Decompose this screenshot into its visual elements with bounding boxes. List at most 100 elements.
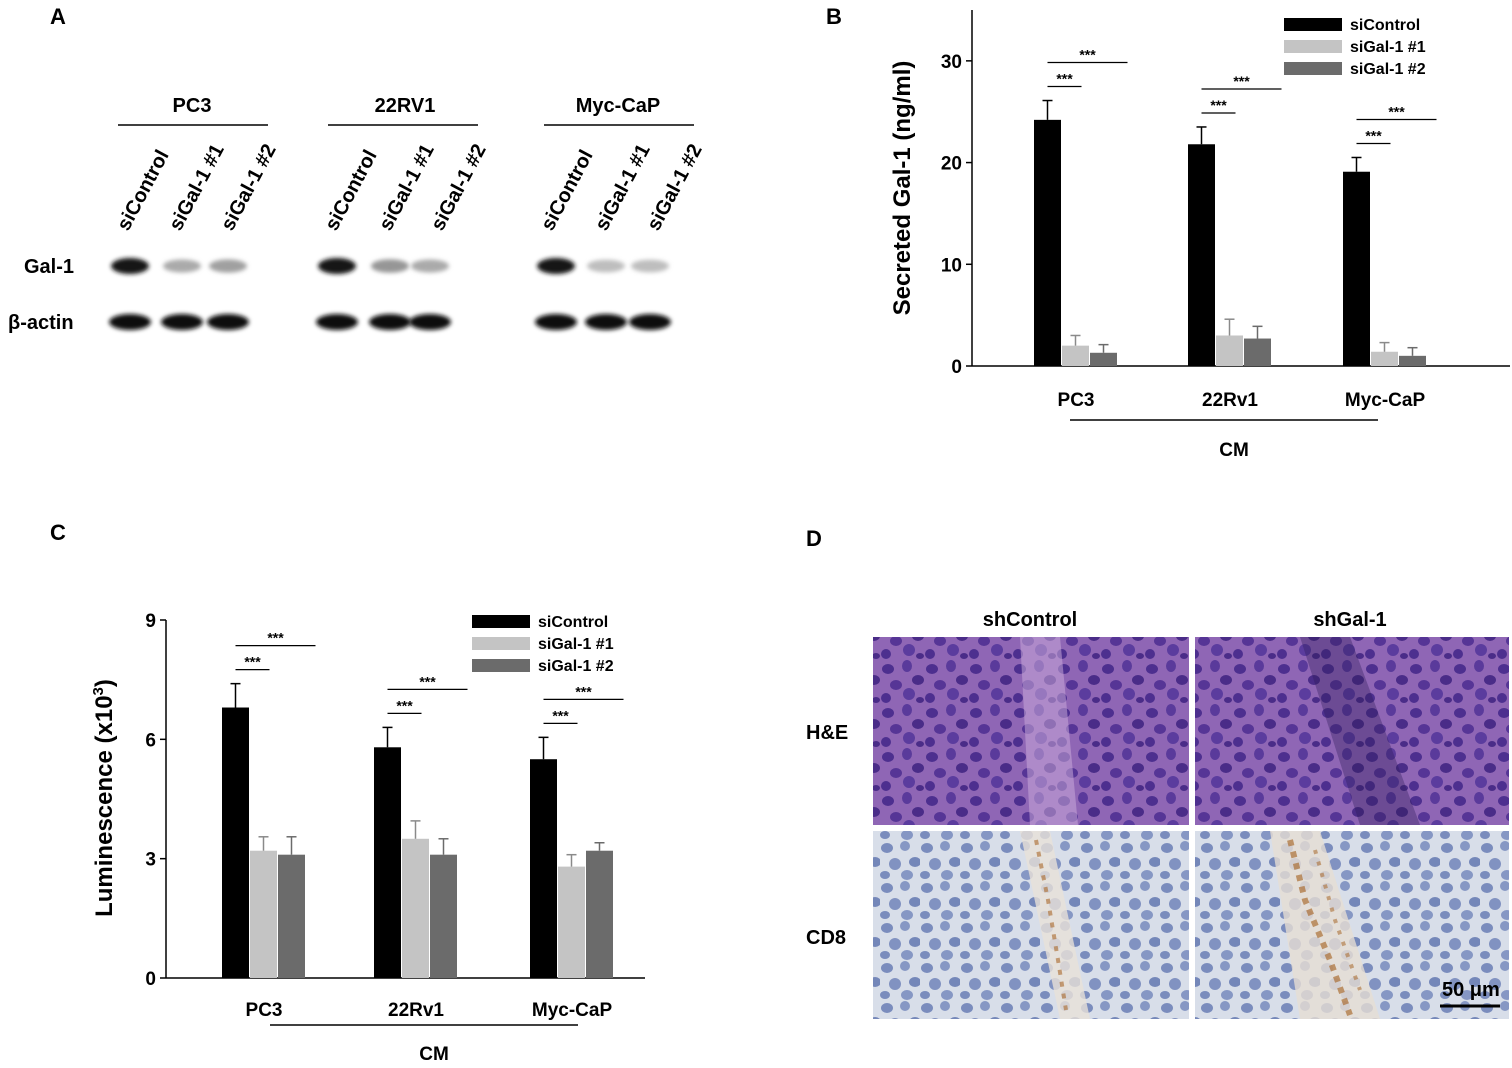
x-tick-label: PC3 [246,1000,283,1021]
gal1-band [631,259,669,273]
cd8-stroma-band [1020,831,1090,1019]
gal1-band [111,258,149,274]
bar [250,850,277,978]
y-tick-label: 9 [145,611,156,632]
x-tick-label: 22Rv1 [1202,390,1258,411]
histology-col-label: shGal-1 [1313,609,1386,631]
legend-label: siGal-1 #2 [538,658,614,675]
blot-group-myc-cap: Myc-CaP siControl siGal-1 #1 siGal-1 #2 [537,95,707,234]
legend-swatch [472,637,530,650]
y-tick-label: 6 [145,730,156,751]
bar [278,854,305,978]
legend-label: siGal-1 #1 [538,636,614,653]
gal1-band [411,259,449,273]
bar [430,854,457,978]
bar [1371,351,1398,366]
x-tick-label: 22Rv1 [388,1000,444,1021]
y-tick-label: 3 [145,850,156,871]
y-axis-label-end: ) [91,679,118,687]
chart-b: Secreted Gal-1 (ng/ml) CM 0 10 20 30 PC3 *** *… [889,10,1510,461]
y-tick-label: 0 [145,969,156,990]
actin-band [629,314,671,330]
bar [1034,119,1061,366]
significance-stars: *** [1365,127,1382,143]
bar [1090,352,1117,366]
legend-label: siGal-1 #2 [1350,61,1426,78]
y-tick-label: 20 [941,154,962,175]
he-image-shgal1 [1195,637,1509,825]
panel-b-letter: B [826,4,842,29]
significance-stars: *** [1210,97,1227,113]
bar [1244,338,1271,366]
gal1-band [587,259,625,273]
actin-band [316,314,358,330]
legend-swatch [1284,18,1342,31]
bar [222,707,249,978]
legend-swatch [472,659,530,672]
actin-band [207,314,249,330]
he-infiltrate-band [1300,637,1420,825]
blot-group-label: Myc-CaP [576,95,660,117]
blot-group-pc3: PC3 siControl siGal-1 #1 siGal-1 #2 [113,95,281,234]
he-stroma-band [1020,637,1078,825]
actin-band [585,314,627,330]
bar [1062,345,1089,366]
x-tick-label: Myc-CaP [1345,390,1426,411]
cd8-stain [1287,839,1353,1017]
y-tick-label: 30 [941,52,962,73]
gal1-band [537,258,575,274]
blot-group-label: PC3 [173,95,212,117]
bar [1216,335,1243,366]
y-axis-label-sup: 3 [90,687,107,695]
actin-band [369,314,411,330]
y-axis-label: Luminescence (x103) [90,679,118,917]
significance-stars: *** [1233,73,1250,89]
bar [1343,171,1370,366]
gal1-band [318,258,356,274]
gal1-band [209,259,247,273]
blot-lane-label: siControl [321,147,382,235]
significance-stars: *** [419,673,436,689]
significance-stars: *** [1388,103,1405,119]
y-axis-label-main: Luminescence (x10 [91,695,118,916]
bar [402,838,429,978]
actin-band [535,314,577,330]
histology-row-label: CD8 [806,927,846,949]
legend-label: siGal-1 #1 [1350,39,1426,56]
bar [1399,355,1426,366]
gal1-band [163,259,201,273]
chart-c: Luminescence (x103) CM 0369PC3******22Rv… [90,611,645,1065]
bar [558,866,585,978]
blot-group-22rv1: 22RV1 siControl siGal-1 #1 siGal-1 #2 [321,95,491,234]
blot-row-actin-label: β-actin [8,312,74,334]
actin-band [109,314,151,330]
significance-stars: *** [396,697,413,713]
blot-group-label: 22RV1 [375,95,436,117]
cd8-stain [1313,849,1362,991]
legend-swatch [1284,62,1342,75]
y-tick-label: 0 [951,357,962,378]
panel-a-letter: A [50,4,66,29]
histology-panel: shControl shGal-1 H&E CD8 50 μm [806,609,1509,1019]
y-axis-label: Secreted Gal-1 (ng/ml) [889,61,916,316]
group-label: CM [419,1044,449,1065]
bar [374,747,401,978]
significance-stars: *** [1056,71,1073,87]
bar [1188,144,1215,366]
actin-band [161,314,203,330]
legend-label: siControl [1350,17,1420,34]
legend-label: siControl [538,614,608,631]
histology-col-label: shControl [983,609,1077,631]
group-label: CM [1219,440,1249,461]
panel-d-letter: D [806,526,822,551]
significance-stars: *** [1079,47,1096,63]
y-tick-label: 10 [941,255,962,276]
bar [586,850,613,978]
blot-row-gal1-label: Gal-1 [24,256,74,278]
blot-lane-label: siControl [537,147,598,235]
actin-band [409,314,451,330]
western-blot: Gal-1 β-actin PC3 siControl siGal-1 #1 s… [8,95,707,334]
blot-lane-label: siControl [113,147,174,235]
scale-bar-label: 50 μm [1442,979,1500,1001]
